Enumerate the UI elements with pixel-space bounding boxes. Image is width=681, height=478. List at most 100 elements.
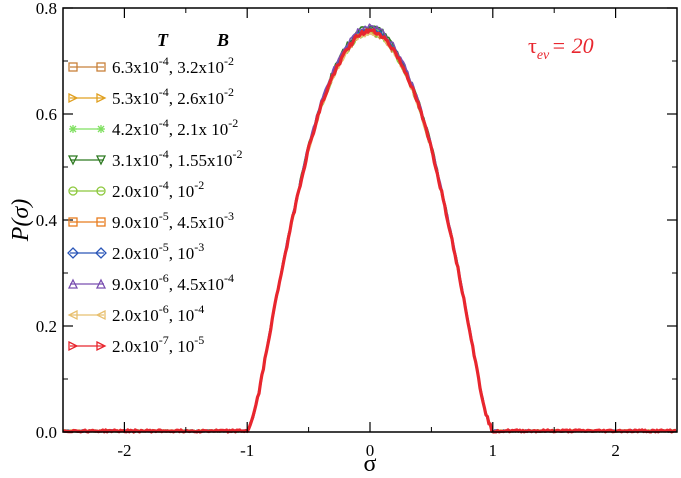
x-tick-label: 1 (489, 441, 498, 460)
legend-B-base: 1.55x10 (177, 151, 232, 170)
legend-marker-triangle-right (96, 92, 107, 104)
legend-T-base: 9.0x10 (112, 275, 159, 294)
legend-T-exp: -5 (159, 209, 169, 223)
legend-marker-diamond (67, 247, 79, 259)
legend-T-base: 9.0x10 (112, 213, 159, 232)
legend-marker-square (68, 62, 78, 72)
legend-header-B: B (216, 30, 229, 50)
legend-label: 9.0x10-5, 4.5x10-3 (112, 209, 234, 232)
x-axis-label: σ (364, 451, 377, 477)
legend-T-exp: -5 (159, 240, 169, 254)
legend-sep: , (169, 182, 178, 201)
legend-T-exp: -4 (159, 147, 169, 161)
legend-item: 4.2x10-4, 2.1x 10-2 (69, 116, 238, 139)
legend-marker-triangle-down (67, 155, 79, 166)
legend-item: 9.0x10-6, 4.5x10-4 (67, 271, 234, 294)
legend-T-base: 2.0x10 (112, 306, 159, 325)
legend-T-exp: -6 (159, 271, 169, 285)
legend-B-exp: -4 (194, 302, 204, 316)
legend-marker-square (96, 62, 106, 72)
legend-sep: , (169, 244, 178, 263)
axes-layer: -2 -1 0 1 2 0.0 0.2 0.4 0.6 0.8 (36, 0, 678, 460)
legend-sep: , (169, 337, 178, 356)
legend-T-base: 2.0x10 (112, 337, 159, 356)
legend-B-base: 2.6x10 (177, 89, 224, 108)
legend-marker-triangle-left (95, 309, 106, 321)
legend-marker-triangle-right (68, 340, 79, 352)
x-tick-label: 2 (611, 441, 620, 460)
legend-label: 2.0x10-7, 10-5 (112, 333, 204, 356)
y-tick-label: 0.2 (36, 317, 57, 336)
tau-annotation-sub: ev (537, 48, 550, 63)
legend-label: 3.1x10-4, 1.55x10-2 (112, 147, 243, 170)
legend-B-base: 4.5x10 (177, 213, 224, 232)
plot-frame (62, 7, 678, 433)
x-tick-label: -1 (240, 441, 254, 460)
legend-marker-star (97, 125, 105, 133)
tau-annotation-base: τ (528, 33, 537, 58)
legend-B-base: 4.5x10 (177, 275, 224, 294)
legend-item: 2.0x10-6, 10-4 (67, 302, 204, 325)
x-tick-label: 0 (366, 441, 375, 460)
legend-T-base: 5.3x10 (112, 89, 159, 108)
legend-T-exp: -4 (159, 178, 169, 192)
legend-T-base: 4.2x10 (112, 120, 159, 139)
legend-marker-triangle-left (67, 309, 78, 321)
legend-marker-square (96, 217, 106, 227)
legend-B-exp: -5 (194, 333, 204, 347)
legend-T-base: 2.0x10 (112, 182, 159, 201)
legend-sep: , (169, 89, 178, 108)
legend-item: 9.0x10-5, 4.5x10-3 (68, 209, 234, 232)
legend-sep: , (169, 213, 178, 232)
y-tick-label: 0.0 (36, 423, 57, 442)
y-tick-label: 0.8 (36, 0, 57, 18)
legend-T-base: 6.3x10 (112, 58, 159, 77)
legend-B-exp: -2 (224, 85, 234, 99)
legend-T-exp: -7 (159, 333, 169, 347)
legend-B-base: 10 (177, 244, 194, 263)
legend-marker-circle (96, 186, 106, 196)
legend-T-exp: -4 (159, 116, 169, 130)
legend-item: 5.3x10-4, 2.6x10-2 (68, 85, 234, 108)
star-stroke (69, 125, 77, 133)
legend-T-base: 2.0x10 (112, 244, 159, 263)
legend-B-exp: -2 (194, 178, 204, 192)
legend-B-base: 2.1x 10 (177, 120, 228, 139)
legend-label: 5.3x10-4, 2.6x10-2 (112, 85, 234, 108)
legend-item: 2.0x10-5, 10-3 (67, 240, 204, 263)
legend-item: 2.0x10-4, 10-2 (68, 178, 204, 201)
y-tick-label: 0.6 (36, 105, 57, 124)
legend-B-exp: -3 (224, 209, 234, 223)
series-line (62, 28, 677, 434)
legend-T-exp: -4 (159, 54, 169, 68)
legend-B-base: 3.2x10 (177, 58, 224, 77)
legend-B-base: 10 (177, 182, 194, 201)
legend-sep: , (169, 120, 178, 139)
legend-label: 6.3x10-4, 3.2x10-2 (112, 54, 234, 77)
legend-T-base: 3.1x10 (112, 151, 159, 170)
legend-marker-diamond (95, 247, 107, 259)
star-stroke (97, 125, 105, 133)
legend-label: 2.0x10-5, 10-3 (112, 240, 204, 263)
legend-T-exp: -4 (159, 85, 169, 99)
y-axis-label: P(σ) (8, 199, 34, 242)
legend-marker-triangle-up (95, 278, 107, 289)
y-tick-label: 0.4 (36, 211, 58, 230)
legend-label: 4.2x10-4, 2.1x 10-2 (112, 116, 238, 139)
legend-label: 9.0x10-6, 4.5x10-4 (112, 271, 234, 294)
legend-T-exp: -6 (159, 302, 169, 316)
legend-sep: , (169, 306, 178, 325)
legend-item: 2.0x10-7, 10-5 (68, 333, 204, 356)
legend-B-base: 10 (177, 337, 194, 356)
legend-B-exp: -4 (224, 271, 234, 285)
legend-marker-circle (68, 186, 78, 196)
legend-B-exp: -2 (224, 54, 234, 68)
legend-marker-square (68, 217, 78, 227)
legend-marker-triangle-right (96, 340, 107, 352)
legend-B-exp: -3 (194, 240, 204, 254)
legend-B-base: 10 (177, 306, 194, 325)
legend-B-exp: -2 (228, 116, 238, 130)
tau-annotation-rest: = 20 (551, 33, 593, 58)
plot-background (63, 8, 677, 432)
